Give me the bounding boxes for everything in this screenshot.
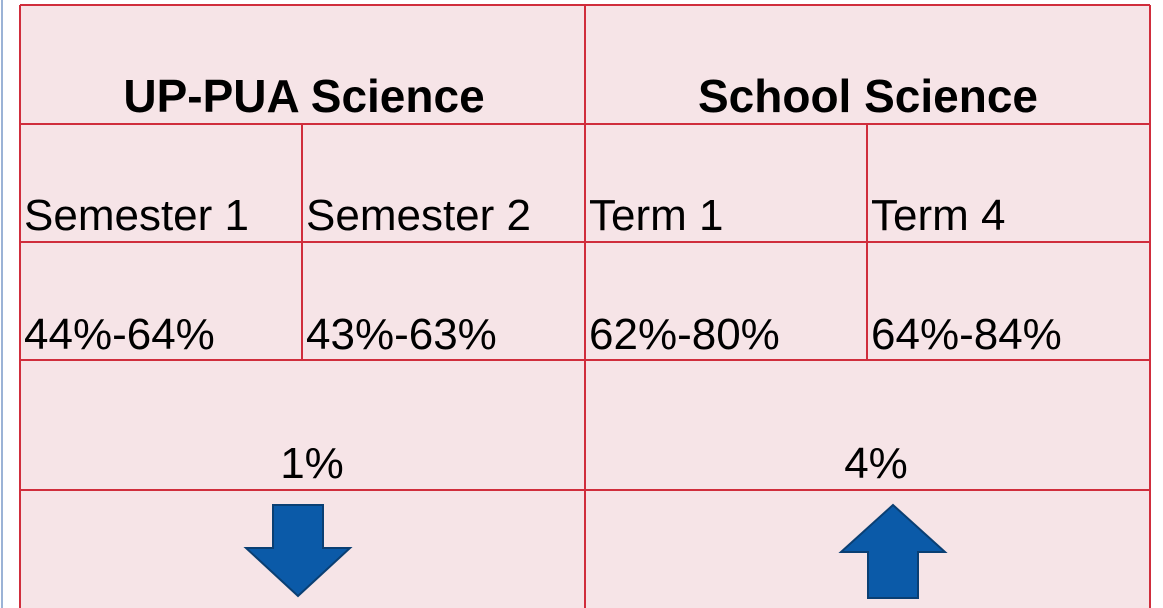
down-arrow — [243, 504, 353, 598]
up-arrow — [838, 503, 948, 599]
group-header: UP-PUA Science — [123, 70, 484, 122]
subheader: Term 1 — [589, 191, 723, 240]
range: 43%-63% — [306, 310, 497, 359]
change: 4% — [844, 439, 908, 488]
subheader: Semester 1 — [24, 191, 249, 240]
group-header: School Science — [698, 70, 1038, 122]
range: 64%-84% — [871, 310, 1062, 359]
range: 62%-80% — [589, 310, 780, 359]
change: 1% — [280, 439, 344, 488]
table-grid — [19, 4, 1151, 608]
subheader: Term 4 — [871, 191, 1005, 240]
range: 44%-64% — [24, 310, 215, 359]
subheader: Semester 2 — [306, 191, 531, 240]
